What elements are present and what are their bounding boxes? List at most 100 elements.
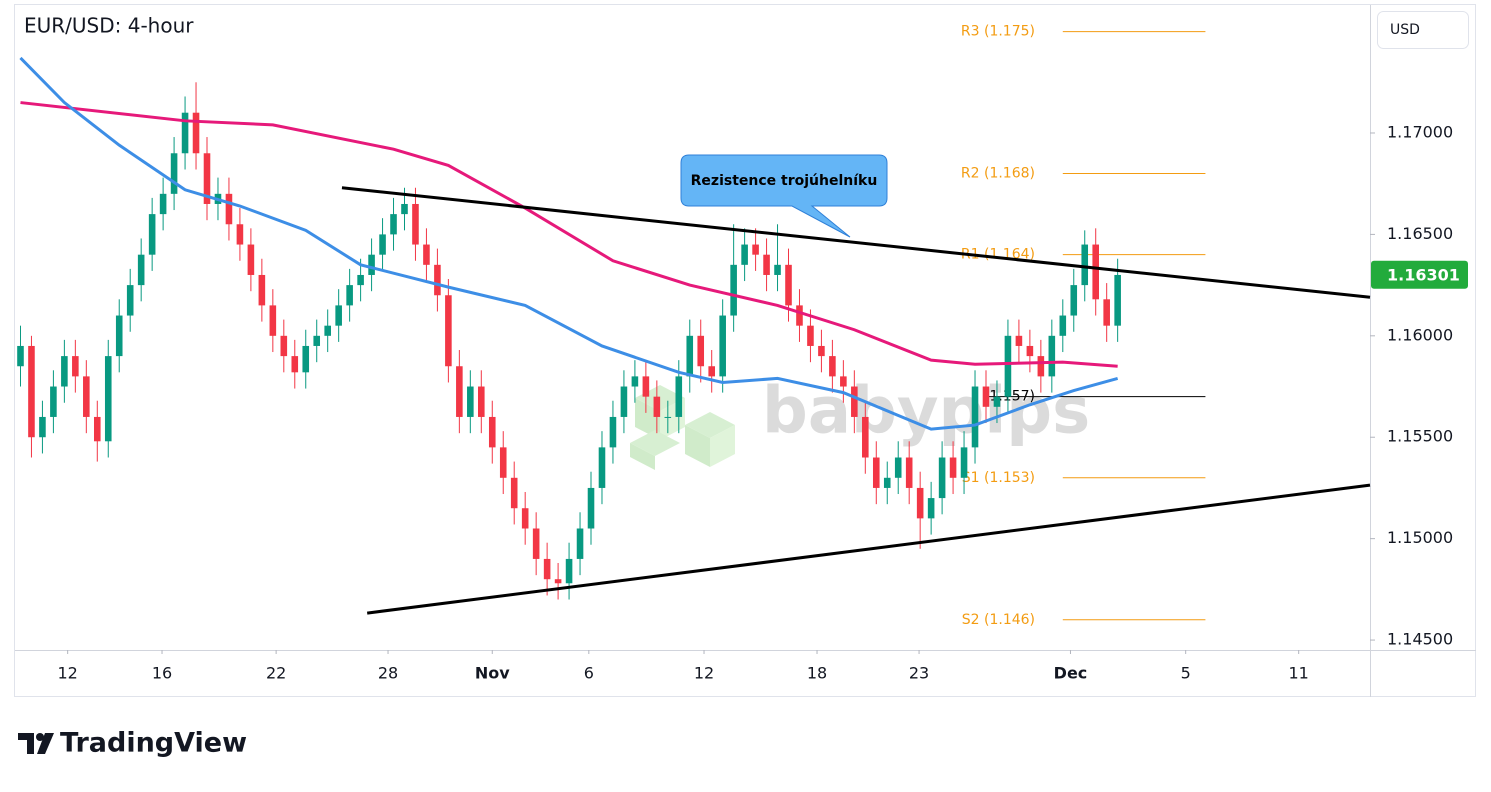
candle-body [741, 244, 748, 265]
candle-body [993, 396, 1001, 407]
candle-body [368, 254, 375, 275]
x-tick-label: 12 [694, 664, 714, 683]
candle-body [840, 376, 847, 387]
candle-body [938, 457, 946, 499]
trendline [367, 483, 1371, 615]
candle-body [148, 214, 156, 255]
candle-body [554, 579, 562, 584]
candle-body [181, 112, 189, 154]
candle-body [236, 224, 244, 245]
candle-body [302, 345, 310, 373]
candle-body [456, 366, 463, 417]
candle-body [434, 264, 441, 296]
y-tick-label: 1.15500 [1387, 427, 1453, 446]
candle-body [1004, 335, 1012, 397]
x-tick-label: 28 [378, 664, 398, 683]
moving-average [20, 101, 1118, 368]
candle-body [971, 386, 979, 448]
candle-body [862, 416, 869, 458]
candle-body [203, 153, 211, 204]
candle-body [510, 477, 518, 509]
candle-body [313, 335, 321, 346]
candle-body [39, 416, 46, 438]
candle-body [93, 416, 101, 442]
candle-body [445, 295, 452, 367]
candle-body [653, 396, 661, 417]
candle-body [807, 325, 814, 346]
candle-body [1037, 356, 1045, 377]
candle-body [872, 457, 880, 488]
y-tick-label: 1.16000 [1387, 325, 1453, 344]
candle-body [478, 386, 485, 417]
candle-body [335, 305, 342, 326]
y-tick-label: 1.16500 [1387, 224, 1453, 243]
x-tick-label: 18 [807, 664, 827, 683]
candle-body [159, 193, 167, 215]
candle-body [72, 356, 79, 377]
candle-body [818, 345, 825, 357]
candle-body [609, 416, 617, 448]
candle-body [467, 386, 474, 417]
x-tick-label: 23 [909, 664, 929, 683]
candle-body [894, 457, 902, 478]
y-tick-label: 1.15000 [1387, 528, 1453, 547]
x-tick-label: 22 [266, 664, 286, 683]
candle-body [851, 386, 858, 417]
candle-body [423, 244, 430, 265]
candle-body [982, 386, 990, 407]
last-price-label: 1.16301 [1387, 265, 1460, 284]
candle-body [170, 153, 178, 194]
candle-body [83, 376, 90, 417]
candle-body [269, 305, 277, 336]
candle-body [730, 264, 737, 316]
currency-button[interactable] [1377, 11, 1469, 49]
candle-body [949, 457, 957, 478]
chart-frame [14, 4, 1476, 697]
moving-average [19, 56, 1119, 431]
candle-body [1070, 285, 1078, 316]
pivot-label: S1 (1.153) [962, 470, 1035, 486]
x-tick-label: 16 [152, 664, 172, 683]
candle-body [192, 112, 200, 154]
candle-body [225, 193, 233, 225]
candle-body [104, 356, 112, 442]
candle-body [258, 274, 266, 306]
candle-body [675, 376, 683, 417]
candle-body [598, 447, 606, 488]
pivot-label: R2 (1.168) [961, 166, 1035, 182]
candle-body [883, 477, 891, 488]
candle-body [1092, 244, 1099, 300]
candle-body [543, 558, 551, 580]
candle-body [1059, 315, 1067, 336]
candle-body [401, 203, 408, 215]
candle-body [752, 244, 759, 255]
candle-body [576, 528, 584, 559]
candle-body [247, 244, 255, 275]
candle-body [280, 335, 288, 357]
candle-body [631, 376, 639, 387]
brand-name: TradingView [60, 728, 247, 759]
annotation-text: Rezistence trojúhelníku [691, 173, 878, 189]
candle-body [532, 528, 540, 559]
candle-body [664, 416, 672, 418]
last-price-box [1371, 260, 1468, 289]
candle-body [390, 214, 397, 235]
candle-body [115, 315, 123, 357]
candle-body [1081, 244, 1089, 286]
candle-body [346, 285, 353, 306]
y-tick-label: 1.17000 [1387, 122, 1453, 141]
candle-body [829, 356, 836, 377]
candle-body [916, 487, 924, 519]
candle-body [774, 264, 781, 275]
candle-body [17, 345, 24, 367]
x-tick-label: Dec [1054, 664, 1088, 683]
candle-body [412, 203, 419, 245]
candle-body [1026, 345, 1034, 357]
candle-body [708, 366, 715, 377]
candle-body [61, 356, 68, 387]
y-tick-label: 1.14500 [1387, 630, 1453, 649]
candle-body [587, 487, 595, 529]
candle-body [357, 274, 364, 286]
candle-body [488, 416, 496, 448]
